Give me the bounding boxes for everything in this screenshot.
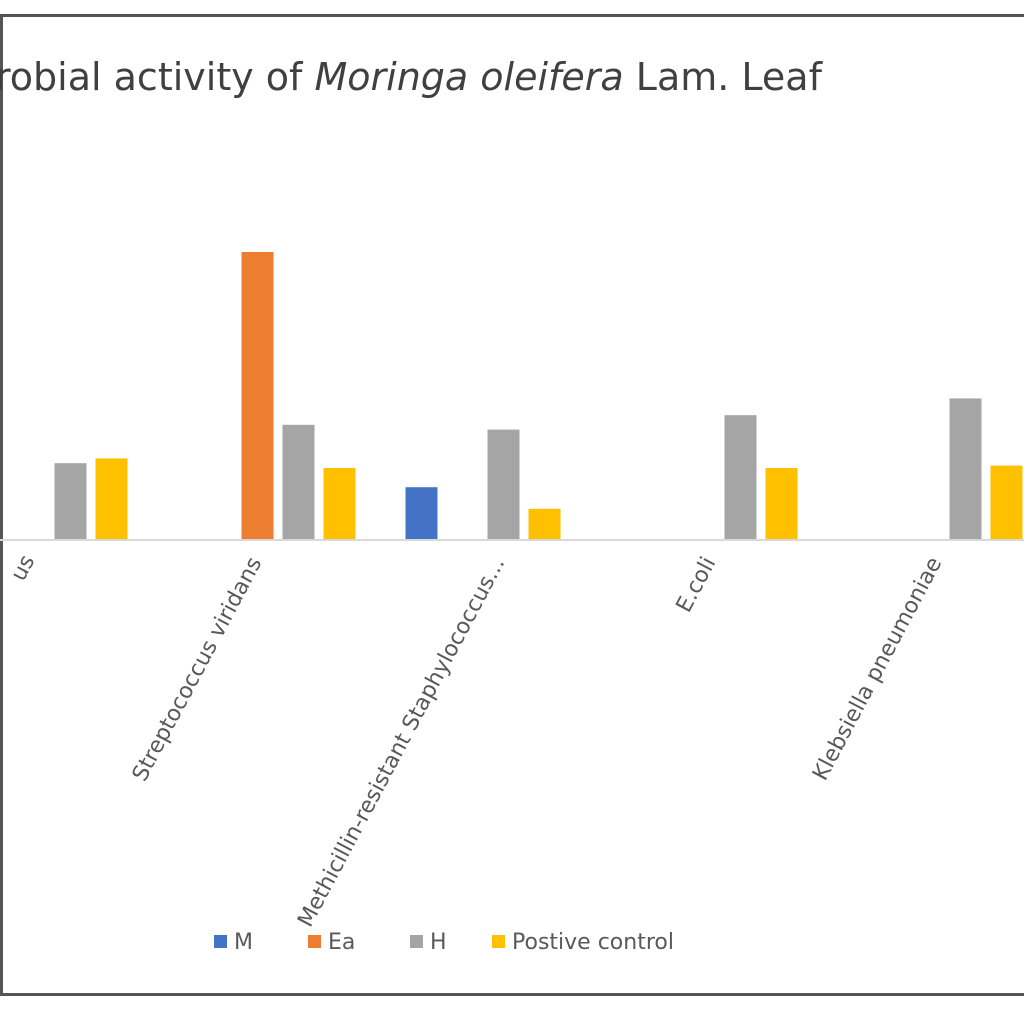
legend: M Ea H Postive control (214, 930, 674, 955)
bars-layer (54, 252, 1023, 540)
x-tick-label: E.coli (672, 553, 722, 617)
legend-swatch (492, 935, 505, 948)
bar-h-4 (949, 398, 982, 540)
legend-label: M (234, 930, 253, 955)
x-tick-label: Streptococcus viridans (128, 553, 267, 786)
bar-postive-control-0 (95, 458, 128, 540)
chart-title-part: Moringa oleifera (315, 55, 624, 99)
x-tick-label: us (6, 551, 40, 585)
legend-swatch (308, 935, 321, 948)
legend-label: H (430, 930, 447, 955)
legend-item: H (410, 930, 447, 955)
legend-swatch (214, 935, 227, 948)
bar-postive-control-3 (765, 468, 798, 540)
legend-label: Ea (328, 930, 355, 955)
bar-postive-control-1 (323, 468, 356, 540)
chart-title-part: Lam. Leaf (624, 55, 824, 99)
legend-item: Ea (308, 930, 355, 955)
bar-postive-control-2 (528, 508, 561, 540)
bar-ea-1 (241, 252, 274, 540)
bar-h-3 (724, 415, 757, 540)
legend-item: M (214, 930, 253, 955)
bar-postive-control-4 (990, 465, 1023, 540)
chart-title: robial activity of Moringa oleifera Lam.… (0, 55, 824, 99)
legend-label: Postive control (512, 930, 674, 955)
bar-h-2 (487, 429, 520, 540)
bar-h-1 (282, 424, 315, 540)
bar-h-0 (54, 463, 87, 540)
x-tick-label: Klebsiella pneumoniae (808, 553, 947, 785)
x-tick-label: Methicillin-resistant Staphylococcus... (293, 553, 510, 931)
bar-m-2 (405, 487, 438, 540)
legend-item: Postive control (492, 930, 674, 955)
x-tick-labels: us Streptococcus viridans Methicillin-resi… (6, 551, 947, 931)
chart-title-part: robial activity of (0, 55, 315, 99)
legend-swatch (410, 935, 423, 948)
